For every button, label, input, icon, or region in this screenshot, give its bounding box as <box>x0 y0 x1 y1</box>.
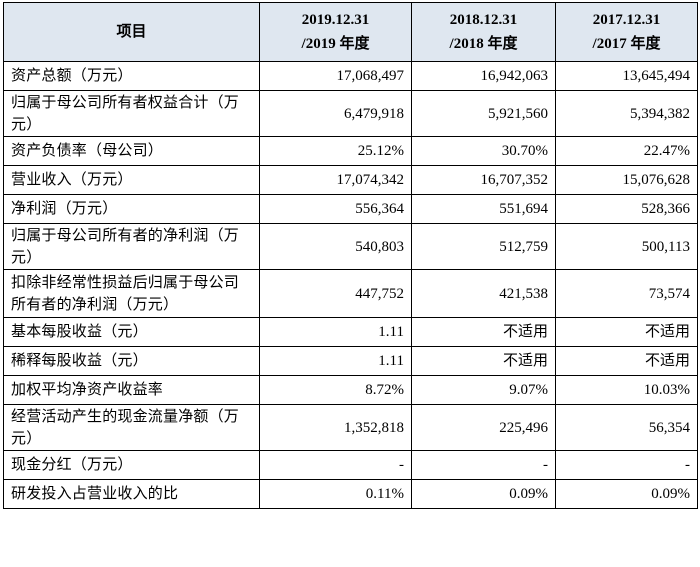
cell-2018: 512,759 <box>411 223 556 270</box>
cell-2019: 6,479,918 <box>259 90 412 137</box>
table-row: 经营活动产生的现金流量净额（万元） 1,352,818 225,496 56,3… <box>3 404 698 451</box>
cell-2017: 500,113 <box>555 223 698 270</box>
header-2019-date: 2019.12.31 <box>301 12 370 28</box>
cell-2019: 1.11 <box>259 317 412 347</box>
cell-2019: - <box>259 450 412 480</box>
table-row: 扣除非经常性损益后归属于母公司所有者的净利润（万元） 447,752 421,5… <box>3 269 698 318</box>
cell-2018: 225,496 <box>411 404 556 451</box>
cell-2018: 30.70% <box>411 136 556 166</box>
cell-2019: 1,352,818 <box>259 404 412 451</box>
table-row: 营业收入（万元） 17,074,342 16,707,352 15,076,62… <box>3 165 698 195</box>
cell-2019: 540,803 <box>259 223 412 270</box>
row-label: 归属于母公司所有者的净利润（万元） <box>3 223 260 270</box>
cell-2019: 25.12% <box>259 136 412 166</box>
cell-2017: 5,394,382 <box>555 90 698 137</box>
cell-2019: 17,068,497 <box>259 61 412 91</box>
header-2019: 2019.12.31 /2019 年度 <box>259 2 412 62</box>
row-label: 扣除非经常性损益后归属于母公司所有者的净利润（万元） <box>3 269 260 318</box>
cell-2019: 0.11% <box>259 479 412 509</box>
cell-2019: 8.72% <box>259 375 412 405</box>
cell-2018: 551,694 <box>411 194 556 224</box>
table-row: 研发投入占营业收入的比 0.11% 0.09% 0.09% <box>3 479 698 509</box>
row-label: 归属于母公司所有者权益合计（万元） <box>3 90 260 137</box>
cell-2018: 16,942,063 <box>411 61 556 91</box>
cell-2018: 不适用 <box>411 346 556 376</box>
cell-2017: 不适用 <box>555 346 698 376</box>
table-row: 资产负债率（母公司） 25.12% 30.70% 22.47% <box>3 136 698 166</box>
row-label: 研发投入占营业收入的比 <box>3 479 260 509</box>
header-2018-date: 2018.12.31 <box>449 12 518 28</box>
table-row: 稀释每股收益（元） 1.11 不适用 不适用 <box>3 346 698 376</box>
table-row: 归属于母公司所有者权益合计（万元） 6,479,918 5,921,560 5,… <box>3 90 698 137</box>
row-label: 资产负债率（母公司） <box>3 136 260 166</box>
table-row: 归属于母公司所有者的净利润（万元） 540,803 512,759 500,11… <box>3 223 698 270</box>
cell-2018: 不适用 <box>411 317 556 347</box>
cell-2017: 不适用 <box>555 317 698 347</box>
cell-2017: 15,076,628 <box>555 165 698 195</box>
row-label: 稀释每股收益（元） <box>3 346 260 376</box>
header-2017: 2017.12.31 /2017 年度 <box>555 2 698 62</box>
cell-2018: 421,538 <box>411 269 556 318</box>
row-label: 加权平均净资产收益率 <box>3 375 260 405</box>
cell-2017: 10.03% <box>555 375 698 405</box>
cell-2018: - <box>411 450 556 480</box>
header-row: 项目 2019.12.31 /2019 年度 2018.12.31 /2018 … <box>3 2 698 62</box>
header-2017-year: /2017 年度 <box>592 36 661 52</box>
cell-2017: 13,645,494 <box>555 61 698 91</box>
cell-2017: 528,366 <box>555 194 698 224</box>
row-label: 净利润（万元） <box>3 194 260 224</box>
cell-2017: 73,574 <box>555 269 698 318</box>
cell-2017: 22.47% <box>555 136 698 166</box>
header-2018: 2018.12.31 /2018 年度 <box>411 2 556 62</box>
table-row: 加权平均净资产收益率 8.72% 9.07% 10.03% <box>3 375 698 405</box>
cell-2017: - <box>555 450 698 480</box>
header-2019-year: /2019 年度 <box>301 36 370 52</box>
cell-2019: 447,752 <box>259 269 412 318</box>
cell-2019: 556,364 <box>259 194 412 224</box>
cell-2019: 17,074,342 <box>259 165 412 195</box>
header-2017-date: 2017.12.31 <box>592 12 661 28</box>
cell-2018: 9.07% <box>411 375 556 405</box>
cell-2019: 1.11 <box>259 346 412 376</box>
cell-2018: 0.09% <box>411 479 556 509</box>
row-label: 营业收入（万元） <box>3 165 260 195</box>
header-item: 项目 <box>3 2 260 62</box>
table-row: 资产总额（万元） 17,068,497 16,942,063 13,645,49… <box>3 61 698 91</box>
row-label: 现金分红（万元） <box>3 450 260 480</box>
cell-2017: 56,354 <box>555 404 698 451</box>
row-label: 基本每股收益（元） <box>3 317 260 347</box>
header-2018-year: /2018 年度 <box>449 36 518 52</box>
financial-summary-table: 项目 2019.12.31 /2019 年度 2018.12.31 /2018 … <box>3 2 698 509</box>
table-row: 基本每股收益（元） 1.11 不适用 不适用 <box>3 317 698 347</box>
cell-2018: 16,707,352 <box>411 165 556 195</box>
table-row: 净利润（万元） 556,364 551,694 528,366 <box>3 194 698 224</box>
row-label: 资产总额（万元） <box>3 61 260 91</box>
cell-2018: 5,921,560 <box>411 90 556 137</box>
cell-2017: 0.09% <box>555 479 698 509</box>
table-row: 现金分红（万元） - - - <box>3 450 698 480</box>
row-label: 经营活动产生的现金流量净额（万元） <box>3 404 260 451</box>
